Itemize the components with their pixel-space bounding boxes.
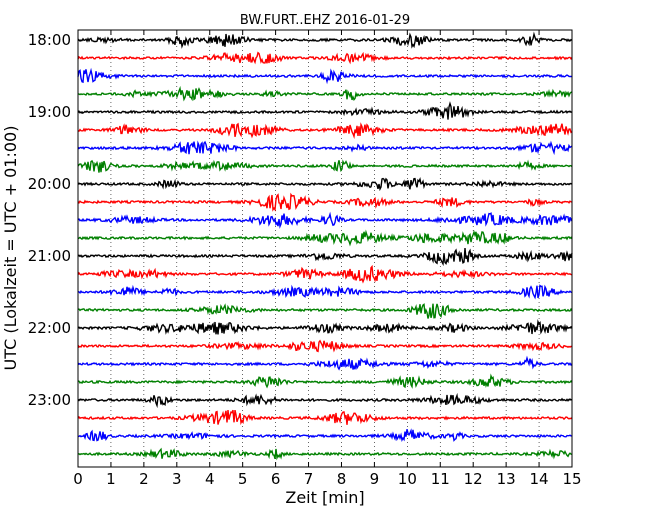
- trace-2245: [77, 373, 573, 389]
- x-tick-label: 4: [205, 470, 215, 488]
- trace-1930: [77, 140, 573, 156]
- trace-2000: [77, 176, 573, 192]
- y-tick-label: 20:00: [28, 175, 71, 193]
- x-tick-label: 8: [337, 470, 347, 488]
- trace-2030: [77, 211, 573, 229]
- x-tick-label: 5: [238, 470, 248, 488]
- trace-2115: [77, 264, 573, 284]
- y-tick-label: 19:00: [28, 103, 71, 121]
- trace-1900: [77, 101, 573, 120]
- y-tick-label: 22:00: [28, 319, 71, 337]
- x-tick-label: 0: [73, 470, 83, 488]
- x-tick-label: 6: [271, 470, 281, 488]
- trace-2045: [77, 229, 573, 247]
- trace-2300: [77, 392, 573, 409]
- x-tick-label: 2: [139, 470, 149, 488]
- chart-title: BW.FURT..EHZ 2016-01-29: [240, 13, 410, 28]
- trace-2315: [77, 409, 573, 426]
- trace-2330: [77, 428, 573, 443]
- trace-2215: [77, 339, 573, 353]
- trace-2145: [77, 303, 573, 319]
- trace-1845: [77, 85, 573, 102]
- x-tick-label: 1: [106, 470, 116, 488]
- x-tick-label: 13: [497, 470, 516, 488]
- y-tick-label: 18:00: [28, 31, 71, 49]
- y-axis-label: UTC (Lokalzeit = UTC + 01:00): [1, 126, 20, 371]
- x-tick-label: 15: [562, 470, 581, 488]
- x-tick-label: 11: [431, 470, 450, 488]
- trace-2130: [77, 284, 573, 300]
- trace-1915: [77, 122, 573, 140]
- x-tick-label: 7: [304, 470, 314, 488]
- trace-2100: [77, 248, 573, 267]
- x-tick-label: 10: [398, 470, 417, 488]
- trace-2345: [77, 447, 573, 461]
- y-tick-label: 23:00: [28, 391, 71, 409]
- plot-frame: [77, 29, 573, 468]
- trace-2200: [77, 318, 573, 335]
- axis-ticks: 0 1 2 3 4 5 6 7 8 9 10 11 12 13 14 1518:0019:0020:0021:…: [28, 30, 582, 488]
- trace-1830: [77, 67, 573, 85]
- trace-2015: [77, 192, 573, 212]
- trace-1815: [77, 51, 573, 65]
- y-tick-label: 21:00: [28, 247, 71, 265]
- x-tick-label: 3: [172, 470, 182, 488]
- x-tick-label: 12: [464, 470, 483, 488]
- trace-2230: [77, 355, 573, 371]
- trace-1945: [77, 159, 573, 173]
- grid-lines: [110, 30, 540, 467]
- x-tick-label: 14: [530, 470, 549, 488]
- trace-1800: [77, 31, 573, 49]
- x-axis-label: Zeit [min]: [285, 488, 364, 507]
- x-tick-label: 9: [370, 470, 380, 488]
- seismogram-traces: [77, 31, 573, 461]
